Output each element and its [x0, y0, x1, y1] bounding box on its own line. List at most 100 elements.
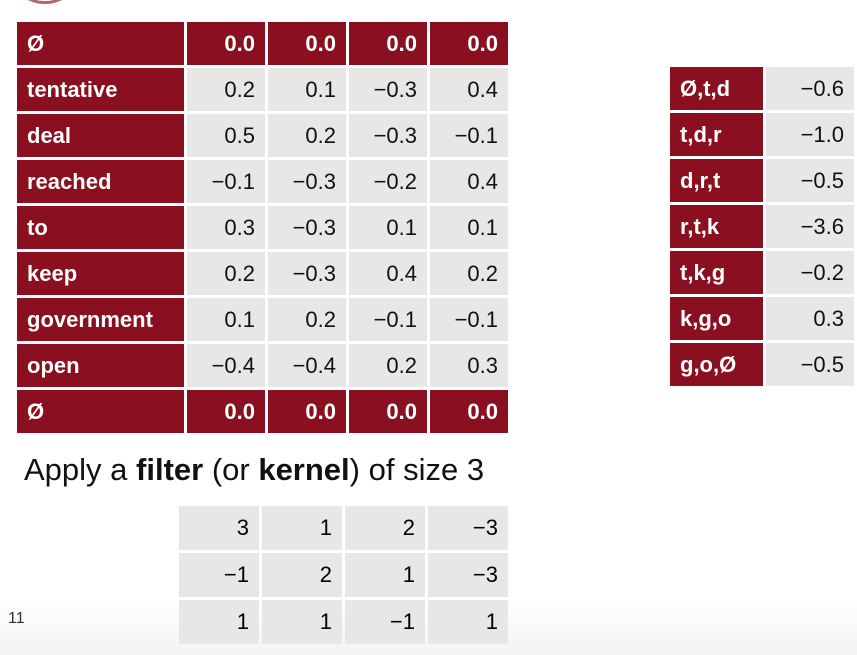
row-label: Ø: [17, 390, 184, 433]
window-label: k,g,o: [670, 297, 763, 340]
row-label: to: [17, 206, 184, 249]
output-value: −0.2: [765, 251, 854, 294]
output-value: −1.0: [765, 113, 854, 156]
output-value: −0.5: [765, 343, 854, 386]
value-cell: 0.2: [268, 114, 346, 157]
table-row: tentative 0.2 0.1 −0.3 0.4: [17, 68, 508, 111]
table-row: keep 0.2 −0.3 0.4 0.2: [17, 252, 508, 295]
value-cell: −0.1: [187, 160, 265, 203]
filter-cell: −1: [345, 600, 425, 644]
convolution-output-table: Ø,t,d −0.6 t,d,r −1.0 d,r,t −0.5 r,t,k −…: [667, 64, 857, 389]
value-cell: 0.1: [187, 298, 265, 341]
window-label: Ø,t,d: [670, 67, 763, 110]
pad-cell: 0.0: [430, 390, 508, 433]
table-row: reached −0.1 −0.3 −0.2 0.4: [17, 160, 508, 203]
value-cell: 0.4: [430, 68, 508, 111]
window-label: g,o,Ø: [670, 343, 763, 386]
value-cell: 0.4: [430, 160, 508, 203]
row-label: Ø: [17, 22, 184, 65]
filter-cell: 1: [262, 600, 342, 644]
pad-cell: 0.0: [349, 22, 427, 65]
value-cell: −0.3: [349, 114, 427, 157]
caption: Apply a filter (or kernel) of size 3: [24, 452, 484, 488]
output-value: −3.6: [765, 205, 854, 248]
value-cell: 0.2: [187, 68, 265, 111]
value-cell: 0.2: [268, 298, 346, 341]
value-cell: 0.2: [187, 252, 265, 295]
filter-cell: −3: [428, 506, 508, 550]
row-label: keep: [17, 252, 184, 295]
pad-cell: 0.0: [187, 390, 265, 433]
table-row: Ø,t,d −0.6: [670, 67, 854, 110]
caption-prefix: Apply a: [24, 452, 137, 487]
filter-cell: −1: [179, 553, 259, 597]
value-cell: 0.3: [187, 206, 265, 249]
value-cell: 0.4: [349, 252, 427, 295]
table-row: −1 2 1 −3: [179, 553, 508, 597]
value-cell: −0.2: [349, 160, 427, 203]
table-row: government 0.1 0.2 −0.1 −0.1: [17, 298, 508, 341]
row-label: deal: [17, 114, 184, 157]
table-row: t,k,g −0.2: [670, 251, 854, 294]
value-cell: 0.2: [349, 344, 427, 387]
pad-cell: 0.0: [349, 390, 427, 433]
table-row: deal 0.5 0.2 −0.3 −0.1: [17, 114, 508, 157]
table-row: g,o,Ø −0.5: [670, 343, 854, 386]
value-cell: 0.3: [430, 344, 508, 387]
value-cell: −0.1: [430, 114, 508, 157]
table-row: k,g,o 0.3: [670, 297, 854, 340]
value-cell: −0.3: [349, 68, 427, 111]
embedding-matrix: Ø 0.0 0.0 0.0 0.0 tentative 0.2 0.1 −0.3…: [14, 19, 511, 436]
output-value: −0.5: [765, 159, 854, 202]
caption-middle: (or: [203, 452, 259, 487]
value-cell: 0.2: [430, 252, 508, 295]
filter-cell: −3: [428, 553, 508, 597]
pad-cell: 0.0: [187, 22, 265, 65]
value-cell: −0.4: [187, 344, 265, 387]
row-label: tentative: [17, 68, 184, 111]
caption-filter: filter: [136, 452, 204, 487]
filter-cell: 2: [345, 506, 425, 550]
window-label: t,d,r: [670, 113, 763, 156]
value-cell: 0.1: [349, 206, 427, 249]
window-label: t,k,g: [670, 251, 763, 294]
pad-cell: 0.0: [268, 390, 346, 433]
value-cell: −0.1: [430, 298, 508, 341]
filter-cell: 1: [428, 600, 508, 644]
value-cell: −0.1: [349, 298, 427, 341]
table-row: 3 1 2 −3: [179, 506, 508, 550]
slide-number: 11: [8, 610, 25, 627]
caption-kernel: kernel: [258, 452, 350, 487]
table-row: open −0.4 −0.4 0.2 0.3: [17, 344, 508, 387]
table-row: to 0.3 −0.3 0.1 0.1: [17, 206, 508, 249]
filter-cell: 1: [262, 506, 342, 550]
value-cell: −0.4: [268, 344, 346, 387]
window-label: d,r,t: [670, 159, 763, 202]
value-cell: 0.5: [187, 114, 265, 157]
table-row: r,t,k −3.6: [670, 205, 854, 248]
value-cell: −0.3: [268, 160, 346, 203]
table-row-bottom-pad: Ø 0.0 0.0 0.0 0.0: [17, 390, 508, 433]
output-value: −0.6: [765, 67, 854, 110]
value-cell: −0.3: [268, 206, 346, 249]
table-row: 1 1 −1 1: [179, 600, 508, 644]
window-label: r,t,k: [670, 205, 763, 248]
pad-cell: 0.0: [430, 22, 508, 65]
value-cell: 0.1: [430, 206, 508, 249]
logo-arc: [10, 0, 80, 4]
filter-cell: 1: [179, 600, 259, 644]
filter-cell: 2: [262, 553, 342, 597]
row-label: government: [17, 298, 184, 341]
table-row: t,d,r −1.0: [670, 113, 854, 156]
row-label: open: [17, 344, 184, 387]
caption-suffix: ) of size 3: [349, 452, 485, 487]
filter-matrix: 3 1 2 −3 −1 2 1 −3 1 1 −1 1: [176, 503, 511, 647]
row-label: reached: [17, 160, 184, 203]
filter-cell: 3: [179, 506, 259, 550]
pad-cell: 0.0: [268, 22, 346, 65]
value-cell: −0.3: [268, 252, 346, 295]
table-row-top-pad: Ø 0.0 0.0 0.0 0.0: [17, 22, 508, 65]
table-row: d,r,t −0.5: [670, 159, 854, 202]
output-value: 0.3: [765, 297, 854, 340]
